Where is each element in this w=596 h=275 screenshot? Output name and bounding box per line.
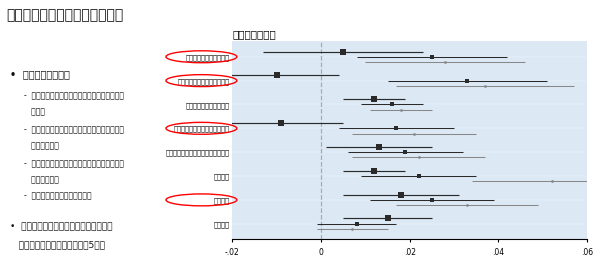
Text: シート７　副業を保有する要因: シート７ 副業を保有する要因 [6,8,123,22]
Text: •  家族類型との関係: • 家族類型との関係 [10,69,70,79]
Text: -  家族類型に変更して推定（夫婦のみの世帯を: - 家族類型に変更して推定（夫婦のみの世帯を [24,92,123,101]
Text: 合が高まる。: 合が高まる。 [24,175,58,184]
Text: •  非金銭的目的の副業は、本業の属性な: • 非金銭的目的の副業は、本業の属性な [10,223,113,232]
Text: -  母子世帯も保有割合が高まる: - 母子世帯も保有割合が高まる [24,191,91,200]
Text: -  親と同居する場合に副業を持っている割合が: - 親と同居する場合に副業を持っている割合が [24,126,123,135]
Text: 基準）: 基準） [24,108,45,117]
Text: 女性の推定結果: 女性の推定結果 [232,29,276,39]
Text: どとの相関はみられない（第5章）: どとの相関はみられない（第5章） [10,241,105,250]
Text: 高い（男性）: 高い（男性） [24,141,58,150]
Text: -  女性も親と同居しているときに副業を持つ割: - 女性も親と同居しているときに副業を持つ割 [24,160,123,169]
